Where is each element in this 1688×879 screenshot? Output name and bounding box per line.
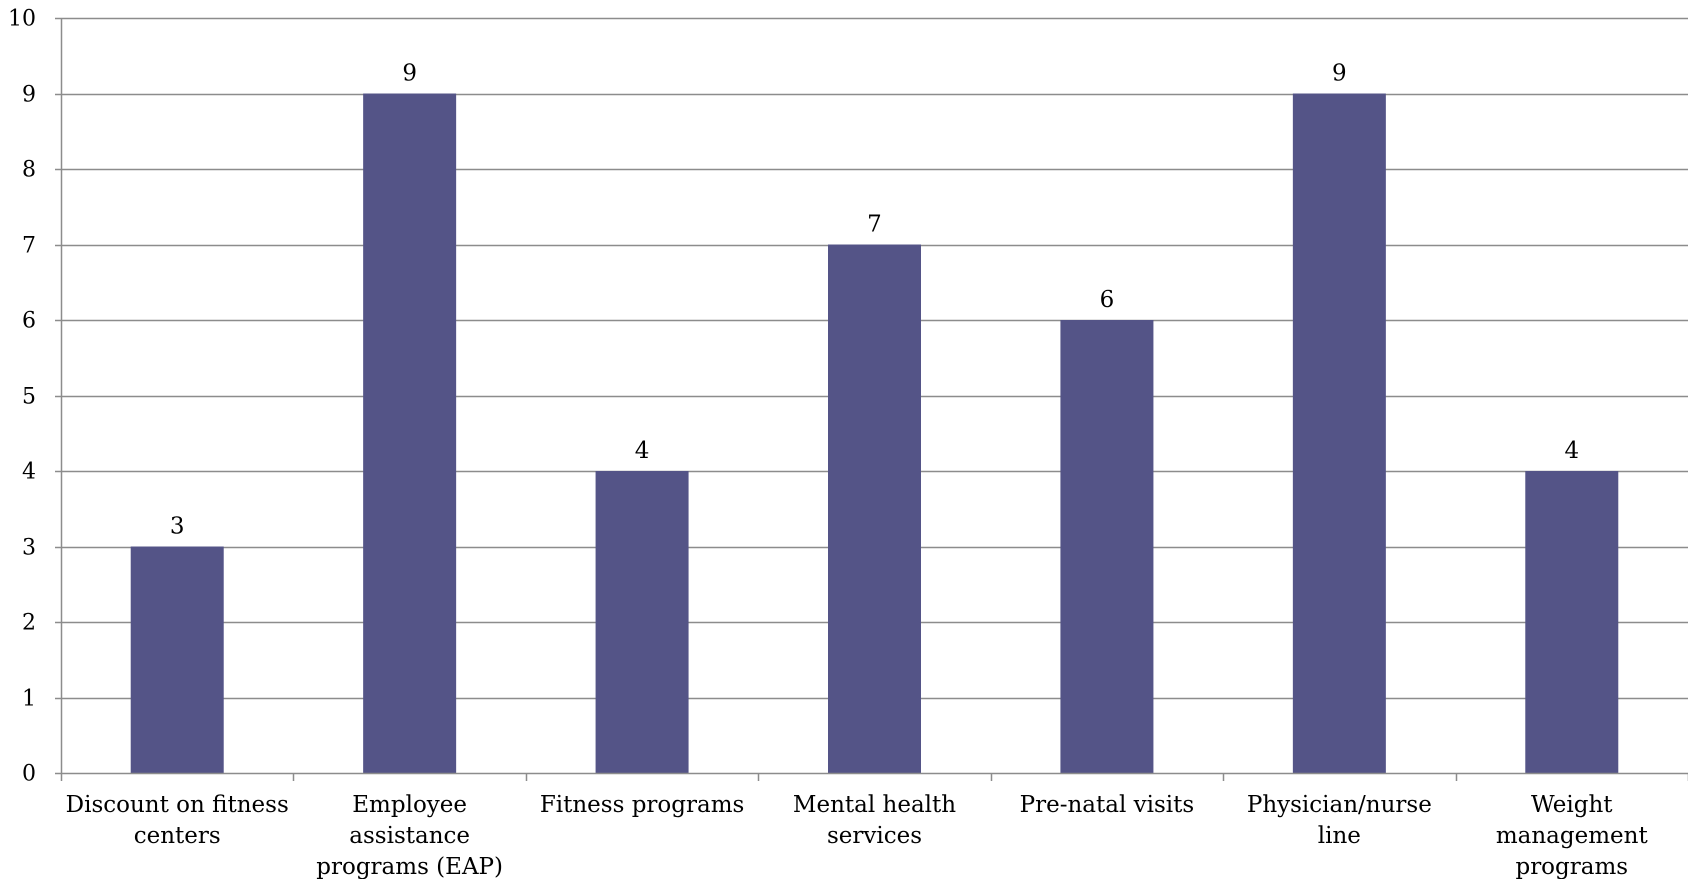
x-category-label: Employee assistance programs (EAP) — [316, 792, 503, 879]
y-tick-label: 1 — [22, 687, 36, 712]
bar-value-label: 4 — [635, 438, 650, 464]
bar-value-label: 6 — [1100, 287, 1115, 313]
x-category-label: Pre-natal visits — [1020, 792, 1195, 818]
bar — [363, 93, 457, 773]
x-category-label-line: management — [1496, 823, 1649, 849]
x-category-label: Physician/nurse line — [1247, 792, 1432, 849]
bar — [828, 244, 921, 773]
bar-value-label: 9 — [402, 61, 417, 87]
x-category-label: Mental health services — [793, 792, 956, 849]
data-labels: 3 9 4 7 6 9 4 — [170, 61, 1579, 540]
x-category-label-line: Discount on fitness — [66, 792, 289, 818]
x-category-label-line: programs (EAP) — [316, 854, 503, 879]
y-tick-label: 0 — [22, 762, 36, 787]
x-category-label-line: Physician/nurse — [1247, 792, 1432, 818]
bar — [1060, 320, 1154, 773]
bars — [130, 93, 1619, 773]
bar-value-label: 4 — [1564, 438, 1579, 464]
x-category-label-line: programs — [1515, 854, 1628, 879]
y-tick-label: 9 — [22, 83, 36, 108]
bar — [1525, 471, 1619, 773]
bar — [130, 546, 224, 773]
x-category-label-line: centers — [134, 823, 221, 849]
y-tick-label: 8 — [22, 158, 36, 183]
y-tick-label: 4 — [22, 460, 36, 485]
x-category-label: Weight management programs — [1496, 792, 1649, 879]
x-category-label: Fitness programs — [540, 792, 745, 818]
y-tick-label: 7 — [22, 234, 36, 259]
x-category-label-line: Mental health — [793, 792, 956, 818]
x-category-label-line: Weight — [1531, 792, 1613, 818]
bar-value-label: 3 — [170, 514, 185, 540]
x-category-label-line: line — [1318, 823, 1361, 849]
y-tick-label: 2 — [22, 611, 36, 636]
x-axis-category-labels: Discount on fitness centers Employee assist… — [66, 792, 1649, 879]
x-category-label-line: Pre-natal visits — [1020, 792, 1195, 818]
y-tick-label: 6 — [22, 309, 36, 334]
axes — [55, 17, 1688, 781]
x-category-label: Discount on fitness centers — [66, 792, 289, 849]
bar — [595, 471, 689, 773]
bar — [1292, 93, 1386, 773]
y-tick-label: 3 — [22, 536, 36, 561]
y-tick-label: 10 — [8, 7, 36, 32]
bar-value-label: 9 — [1332, 61, 1347, 87]
x-category-label-line: Fitness programs — [540, 792, 745, 818]
y-axis-tick-labels: 0 1 2 3 4 5 6 7 8 9 10 — [8, 7, 36, 787]
bar-value-label: 7 — [867, 212, 882, 238]
x-category-label-line: services — [827, 823, 922, 849]
y-tick-label: 5 — [22, 385, 36, 410]
x-category-label-line: assistance — [349, 823, 470, 849]
x-category-label-line: Employee — [352, 792, 467, 818]
